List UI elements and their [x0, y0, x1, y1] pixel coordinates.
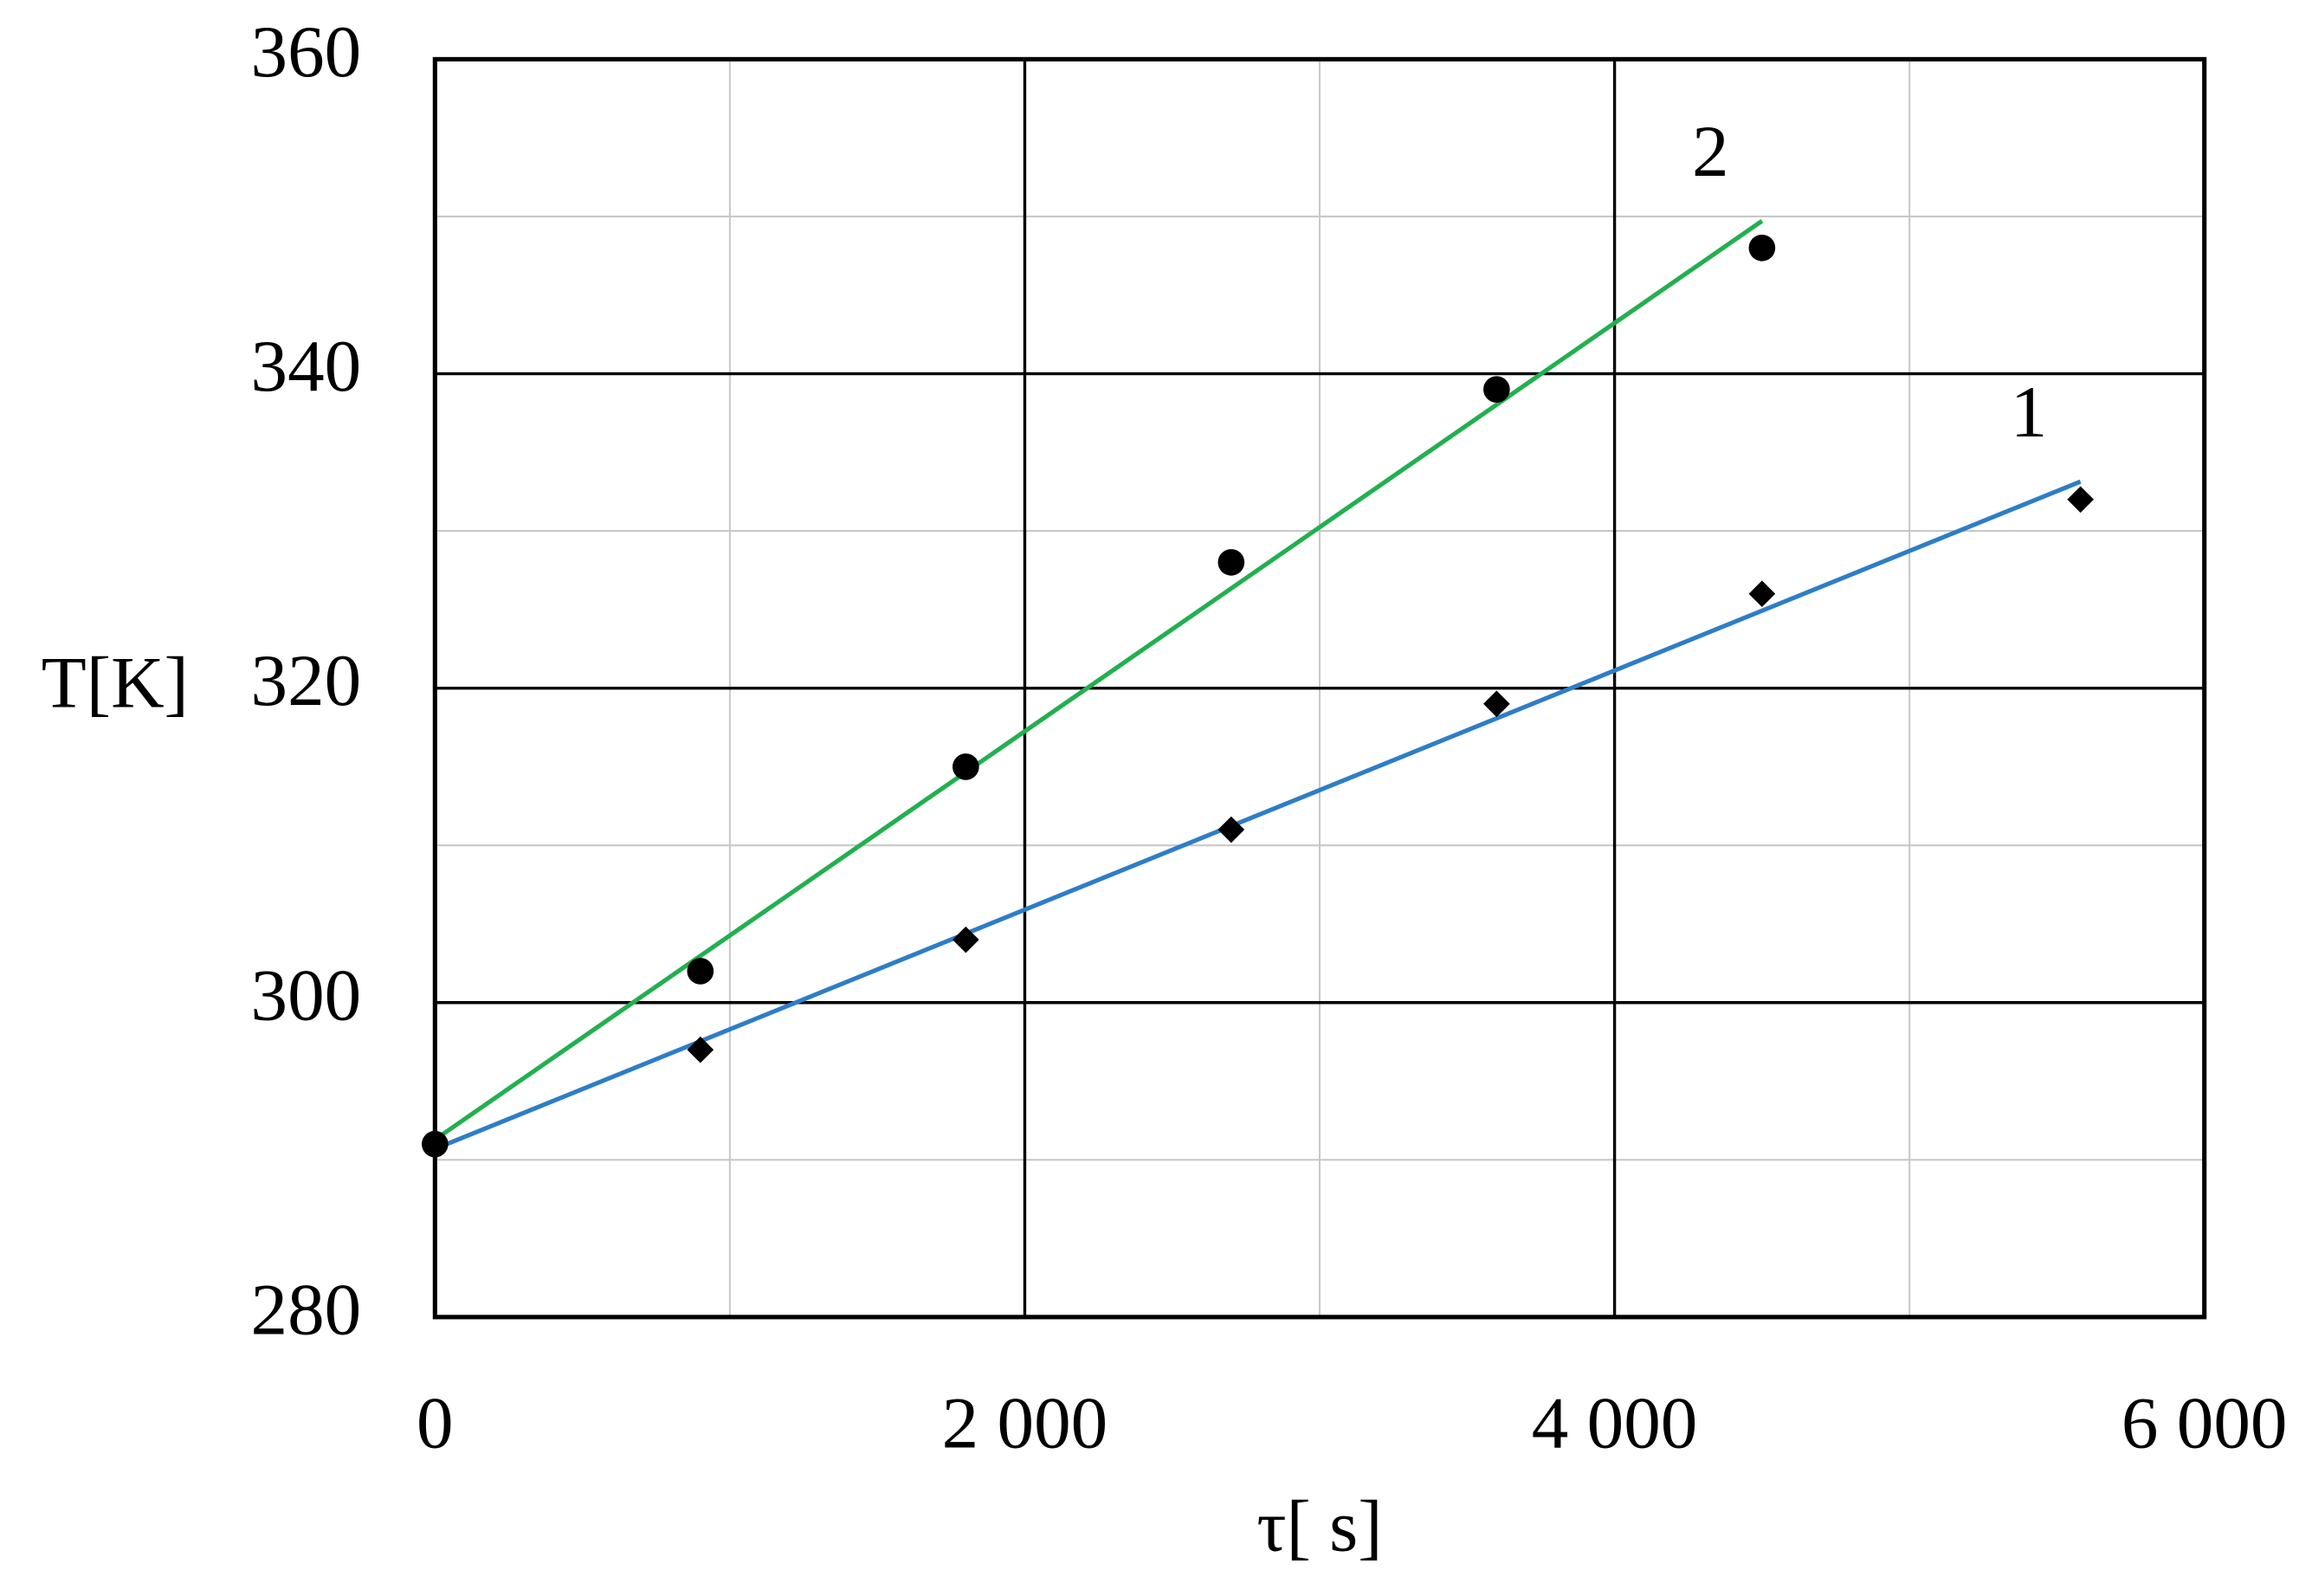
point	[422, 1130, 449, 1158]
point	[1483, 376, 1510, 403]
x-tick-label: 6 000	[2121, 1383, 2288, 1464]
y-tick-label: 320	[250, 640, 361, 721]
point	[1483, 690, 1510, 718]
point	[1748, 580, 1776, 608]
point	[1748, 234, 1776, 262]
y-tick-label: 340	[250, 326, 361, 407]
y-axis-label: T[K]	[42, 643, 189, 724]
series-label: 1	[2011, 372, 2048, 453]
point	[953, 753, 979, 780]
point	[1217, 549, 1245, 576]
trend-line	[433, 219, 1764, 1142]
trend-line	[434, 479, 2082, 1152]
x-axis-label: τ[ s]	[1256, 1486, 1382, 1567]
y-tick-label: 300	[250, 954, 361, 1036]
x-tick-label: 0	[417, 1383, 454, 1464]
y-tick-label: 280	[250, 1269, 361, 1350]
y-tick-label: 360	[250, 11, 361, 93]
plot-frame	[432, 56, 2207, 1320]
series-label: 2	[1692, 111, 1729, 192]
x-tick-label: 4 000	[1532, 1383, 1698, 1464]
x-tick-label: 2 000	[942, 1383, 1108, 1464]
point	[2067, 486, 2094, 514]
point	[687, 1036, 714, 1063]
point	[687, 958, 714, 985]
